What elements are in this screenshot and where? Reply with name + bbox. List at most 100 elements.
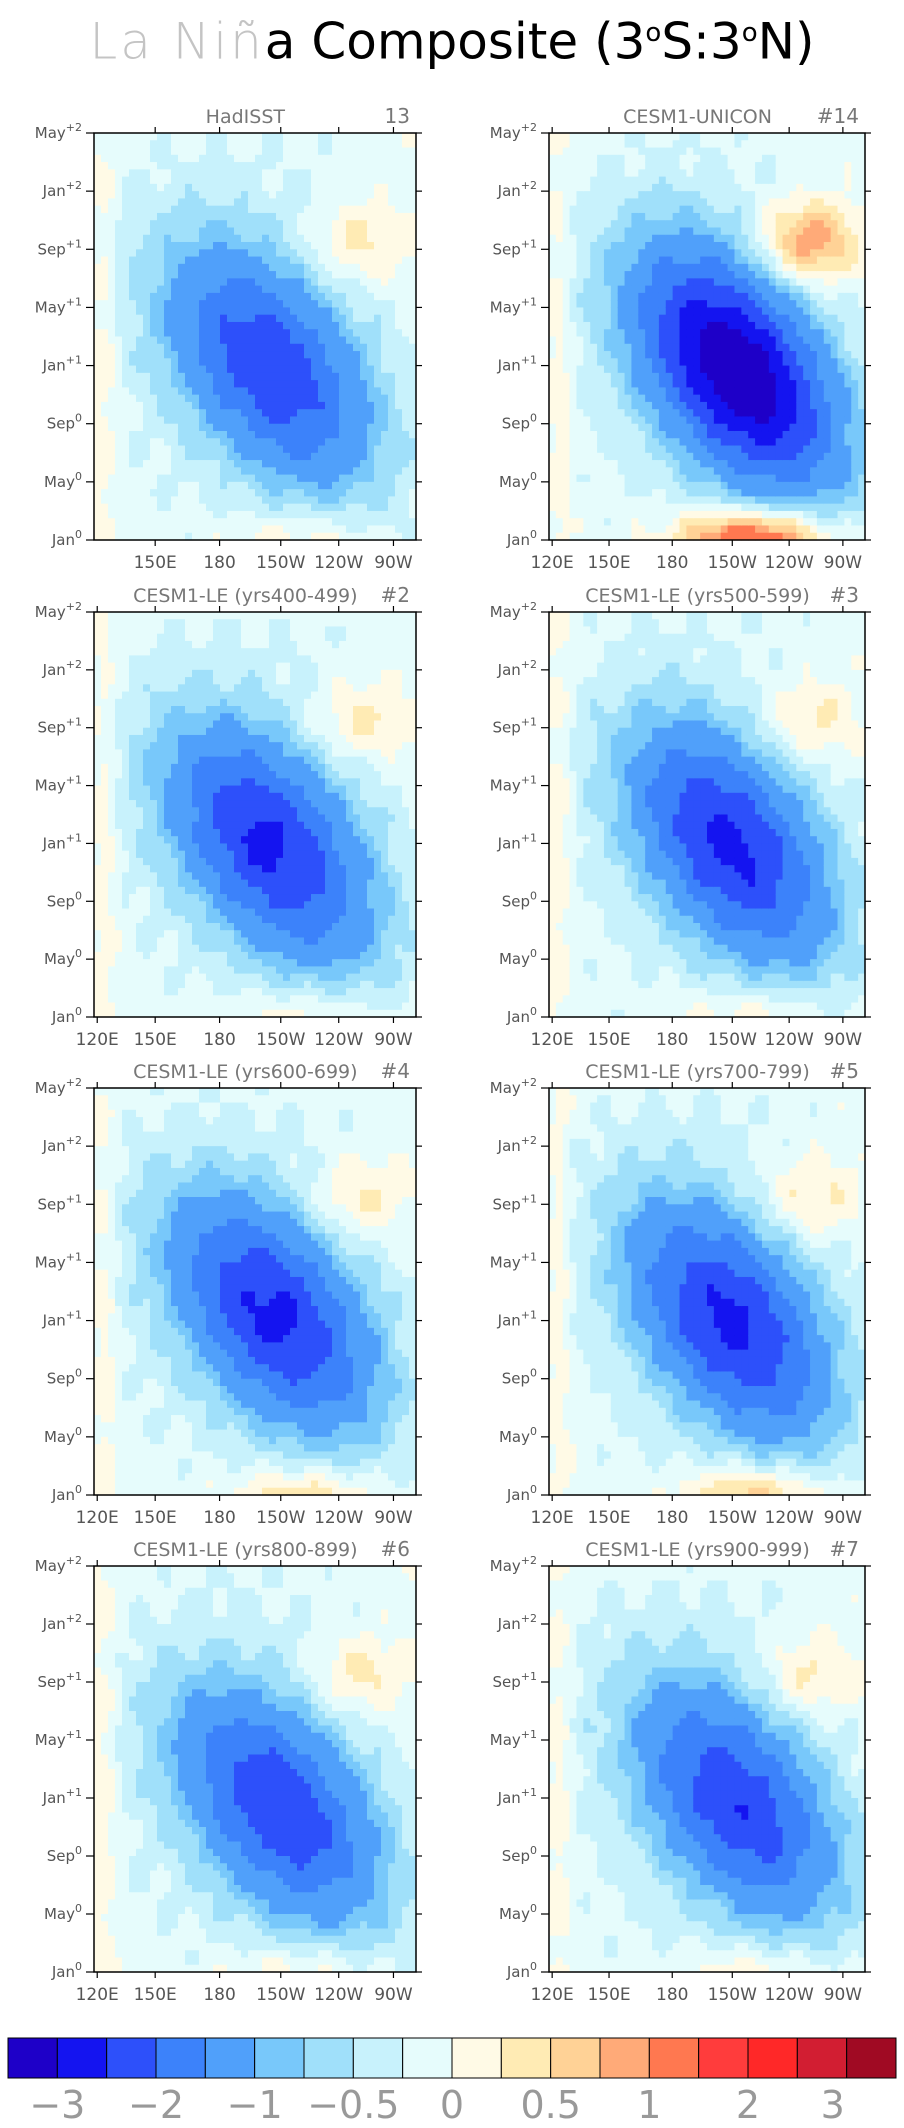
heat-cell	[171, 278, 179, 286]
heat-cell	[563, 206, 570, 214]
heat-cell	[115, 133, 123, 141]
heat-cell	[241, 344, 249, 352]
heat-cell	[178, 242, 186, 250]
heat-cell	[395, 431, 403, 439]
heat-cell	[402, 329, 410, 337]
heat-cell	[269, 162, 277, 170]
heat-cell	[122, 155, 130, 163]
heat-cell	[741, 249, 748, 257]
heat-cell	[199, 293, 207, 301]
heat-cell	[714, 402, 721, 410]
heat-cell	[686, 300, 693, 308]
heat-cell	[318, 416, 326, 424]
heat-cell	[810, 373, 817, 381]
panel-tag: 13	[385, 104, 410, 128]
heat-cell	[388, 431, 396, 439]
heat-cell	[115, 409, 123, 417]
heat-cell	[381, 184, 389, 192]
heat-cell	[776, 242, 783, 250]
heat-cell	[570, 235, 577, 243]
heat-cell	[789, 409, 796, 417]
heat-cell	[803, 402, 810, 410]
heat-cell	[94, 416, 102, 424]
heat-cell	[325, 431, 333, 439]
heat-cell	[367, 387, 375, 395]
heat-cell	[796, 213, 803, 221]
heat-cell	[673, 467, 680, 475]
heat-cell	[563, 424, 570, 432]
heat-cell	[178, 169, 186, 177]
heat-cell	[638, 453, 645, 461]
heat-cell	[755, 329, 762, 337]
heat-cell	[803, 373, 810, 381]
heat-cell	[213, 409, 221, 417]
heat-cell	[402, 184, 410, 192]
heat-cell	[248, 525, 256, 533]
heat-cell	[755, 133, 762, 141]
heat-cell	[838, 213, 845, 221]
heat-cell	[108, 242, 116, 250]
heat-cell	[570, 351, 577, 359]
heat-cell	[367, 438, 375, 446]
heat-cell	[556, 344, 563, 352]
heat-cell	[810, 315, 817, 323]
heat-cell	[563, 315, 570, 323]
heat-cell	[549, 227, 556, 235]
heat-cell	[283, 329, 291, 337]
heat-cell	[693, 300, 700, 308]
heat-cell	[652, 169, 659, 177]
heat-cell	[150, 278, 158, 286]
heat-cell	[625, 366, 632, 374]
heat-cell	[248, 395, 256, 403]
heat-cell	[171, 337, 179, 345]
heat-cell	[666, 380, 673, 388]
heat-cell	[108, 380, 116, 388]
heat-cell	[171, 155, 179, 163]
heat-cell	[248, 380, 256, 388]
heat-cell	[381, 162, 389, 170]
heat-cell	[178, 387, 186, 395]
heat-cell	[164, 337, 172, 345]
heat-cell	[576, 511, 583, 519]
heat-cell	[213, 402, 221, 410]
heat-cell	[129, 264, 137, 272]
heat-cell	[199, 322, 207, 330]
heat-cell	[659, 227, 666, 235]
heat-cell	[666, 351, 673, 359]
heat-cell	[304, 235, 312, 243]
heat-cell	[652, 271, 659, 279]
heat-cell	[645, 206, 652, 214]
heat-cell	[143, 307, 151, 315]
heat-cell	[631, 446, 638, 454]
heat-cell	[115, 482, 123, 490]
heat-cell	[381, 206, 389, 214]
heat-cell	[164, 373, 172, 381]
heat-cell	[248, 489, 256, 497]
heat-cell	[108, 249, 116, 257]
heat-cell	[402, 351, 410, 359]
heat-cell	[576, 169, 583, 177]
heat-cell	[283, 511, 291, 519]
heat-cell	[686, 198, 693, 206]
heat-cell	[185, 395, 193, 403]
heat-cell	[353, 431, 361, 439]
heat-cell	[143, 453, 151, 461]
heat-cell	[817, 264, 824, 272]
heat-cell	[796, 518, 803, 526]
heat-cell	[269, 242, 277, 250]
heat-cell	[631, 191, 638, 199]
heat-cell	[276, 191, 284, 199]
heat-cell	[332, 198, 340, 206]
heat-cell	[129, 206, 137, 214]
heat-cell	[227, 373, 235, 381]
heat-cell	[304, 518, 312, 526]
heat-cell	[297, 337, 305, 345]
heat-cell	[122, 191, 130, 199]
heat-cell	[171, 198, 179, 206]
heat-cell	[783, 315, 790, 323]
heat-cell	[748, 518, 755, 526]
heat-cell	[714, 227, 721, 235]
heat-cell	[748, 511, 755, 519]
heat-cell	[136, 177, 144, 185]
heat-cell	[645, 329, 652, 337]
